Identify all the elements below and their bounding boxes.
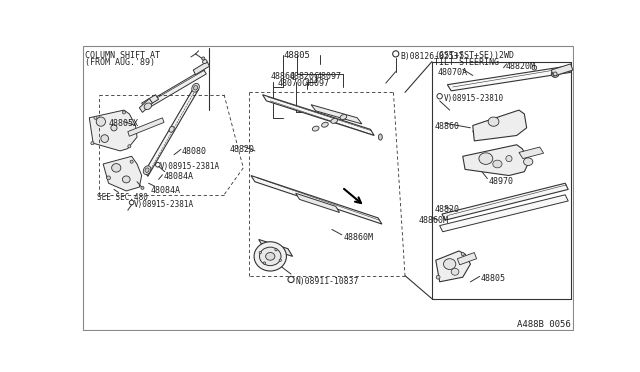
Text: (GST+SST+SE))2WD: (GST+SST+SE))2WD bbox=[435, 51, 515, 60]
Ellipse shape bbox=[122, 176, 130, 183]
Ellipse shape bbox=[254, 242, 287, 271]
Text: COLUMN SHIFT AT: COLUMN SHIFT AT bbox=[86, 51, 161, 60]
Ellipse shape bbox=[203, 60, 207, 64]
Ellipse shape bbox=[111, 125, 117, 131]
Polygon shape bbox=[440, 195, 568, 232]
Ellipse shape bbox=[340, 115, 347, 119]
Ellipse shape bbox=[331, 118, 337, 124]
Ellipse shape bbox=[263, 262, 266, 264]
Ellipse shape bbox=[259, 247, 281, 266]
Ellipse shape bbox=[488, 117, 499, 126]
Polygon shape bbox=[311, 105, 362, 124]
Text: 48860: 48860 bbox=[435, 122, 460, 131]
Ellipse shape bbox=[266, 253, 275, 260]
Text: SEE SEC.480: SEE SEC.480 bbox=[97, 193, 148, 202]
Text: 48860: 48860 bbox=[270, 71, 295, 81]
Text: 48084A: 48084A bbox=[163, 173, 193, 182]
Text: 48070A: 48070A bbox=[437, 68, 467, 77]
Polygon shape bbox=[251, 176, 382, 224]
Text: 48070C: 48070C bbox=[278, 79, 308, 88]
Ellipse shape bbox=[193, 86, 198, 90]
Polygon shape bbox=[262, 95, 374, 135]
Ellipse shape bbox=[321, 122, 328, 127]
Polygon shape bbox=[128, 118, 164, 136]
FancyBboxPatch shape bbox=[83, 46, 573, 330]
Text: N)08911-10837: N)08911-10837 bbox=[296, 277, 359, 286]
Text: B)08126-82537: B)08126-82537 bbox=[401, 52, 464, 61]
Ellipse shape bbox=[461, 253, 464, 256]
Ellipse shape bbox=[479, 153, 493, 164]
Polygon shape bbox=[145, 85, 198, 176]
Text: 48820M: 48820M bbox=[505, 62, 535, 71]
Polygon shape bbox=[458, 253, 477, 265]
Ellipse shape bbox=[192, 83, 199, 92]
Ellipse shape bbox=[96, 117, 106, 126]
Text: 48860M: 48860M bbox=[418, 216, 448, 225]
Ellipse shape bbox=[111, 164, 121, 172]
Text: V)08915-23810: V)08915-23810 bbox=[444, 94, 504, 103]
Ellipse shape bbox=[532, 65, 537, 70]
Polygon shape bbox=[90, 110, 137, 151]
Text: 48805: 48805 bbox=[481, 274, 506, 283]
Ellipse shape bbox=[169, 126, 174, 132]
Ellipse shape bbox=[107, 176, 111, 180]
Ellipse shape bbox=[378, 134, 382, 140]
Text: TILT STEERING: TILT STEERING bbox=[435, 58, 499, 67]
Ellipse shape bbox=[144, 103, 152, 109]
Polygon shape bbox=[442, 183, 568, 220]
Text: 48805X: 48805X bbox=[109, 119, 138, 128]
Ellipse shape bbox=[141, 186, 144, 189]
Polygon shape bbox=[473, 110, 527, 141]
Text: (FROM AUG.'89): (FROM AUG.'89) bbox=[86, 58, 156, 67]
Text: A488B 0056: A488B 0056 bbox=[516, 320, 570, 329]
Ellipse shape bbox=[275, 248, 277, 251]
Text: 48860M: 48860M bbox=[344, 233, 373, 242]
Ellipse shape bbox=[451, 268, 459, 275]
Text: 48820C: 48820C bbox=[289, 71, 319, 81]
Ellipse shape bbox=[259, 251, 261, 254]
Text: 48970: 48970 bbox=[488, 177, 513, 186]
Polygon shape bbox=[447, 66, 570, 91]
Ellipse shape bbox=[444, 259, 456, 269]
Polygon shape bbox=[436, 251, 470, 282]
Ellipse shape bbox=[130, 160, 133, 163]
Polygon shape bbox=[103, 156, 141, 191]
Text: 48084A: 48084A bbox=[151, 186, 181, 195]
Ellipse shape bbox=[202, 57, 205, 60]
Ellipse shape bbox=[551, 70, 559, 77]
Text: V)08915-2381A: V)08915-2381A bbox=[134, 200, 194, 209]
Ellipse shape bbox=[436, 275, 440, 279]
Ellipse shape bbox=[312, 126, 319, 131]
Polygon shape bbox=[143, 69, 206, 109]
Ellipse shape bbox=[279, 259, 282, 262]
Polygon shape bbox=[551, 64, 573, 76]
Ellipse shape bbox=[553, 72, 557, 76]
Text: 48097: 48097 bbox=[316, 71, 342, 81]
Ellipse shape bbox=[506, 155, 512, 162]
Ellipse shape bbox=[91, 142, 94, 145]
Ellipse shape bbox=[143, 166, 151, 174]
Ellipse shape bbox=[524, 158, 533, 166]
Text: V)08915-2381A: V)08915-2381A bbox=[160, 163, 220, 171]
Text: 48805: 48805 bbox=[284, 51, 310, 60]
Polygon shape bbox=[463, 145, 530, 176]
Polygon shape bbox=[519, 147, 543, 158]
Text: 48820: 48820 bbox=[435, 205, 460, 214]
Ellipse shape bbox=[128, 145, 131, 148]
Polygon shape bbox=[193, 62, 209, 75]
Polygon shape bbox=[140, 99, 152, 112]
Text: 48820: 48820 bbox=[230, 145, 255, 154]
Ellipse shape bbox=[493, 160, 502, 168]
Polygon shape bbox=[296, 193, 340, 212]
Ellipse shape bbox=[94, 116, 97, 119]
Polygon shape bbox=[141, 95, 159, 108]
Polygon shape bbox=[259, 240, 292, 256]
Text: 48080: 48080 bbox=[182, 147, 207, 156]
Ellipse shape bbox=[145, 168, 149, 172]
Text: 48097: 48097 bbox=[305, 79, 330, 88]
Ellipse shape bbox=[122, 111, 125, 114]
Ellipse shape bbox=[101, 135, 109, 142]
